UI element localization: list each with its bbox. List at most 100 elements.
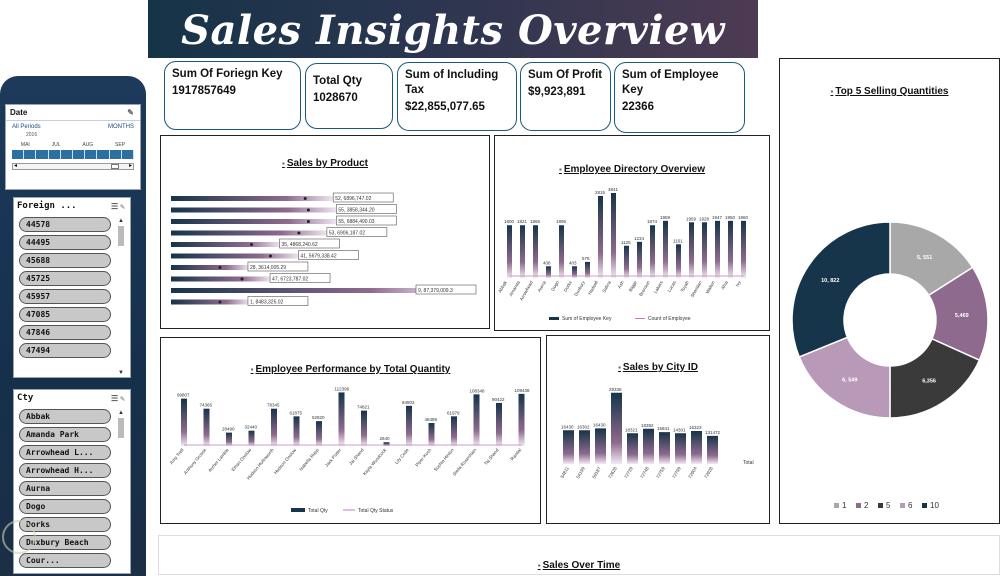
slicer-item[interactable]: Duxbury Beach — [19, 535, 111, 550]
bar — [171, 299, 250, 305]
bar — [624, 245, 629, 278]
foreign-slicer-title: Foreign ... — [17, 201, 77, 211]
x-tick-label: Stella Rosenhain — [452, 447, 478, 477]
scroll-thumb[interactable] — [118, 226, 124, 246]
scroll-thumb[interactable] — [111, 164, 119, 169]
kpi-value: 1028670 — [313, 92, 358, 104]
x-tick-label: Sophia Hinton — [433, 447, 455, 472]
legend-label: 6 — [908, 501, 913, 510]
granularity-dropdown[interactable]: MONTHS — [108, 124, 134, 130]
slicer-item[interactable]: 44495 — [19, 235, 111, 250]
slicer-item[interactable]: 45725 — [19, 271, 111, 286]
chart-title: Sales by City ID — [547, 362, 769, 373]
scroll-down-icon[interactable]: ▼ — [118, 370, 124, 376]
x-tick-label: Jai Shand — [348, 447, 365, 466]
x-tick-label: Lakers — [653, 279, 664, 294]
data-label: 84803 — [402, 400, 415, 405]
multi-select-icon[interactable]: ☰✎ — [111, 201, 127, 211]
timeline-bar[interactable] — [12, 150, 135, 159]
data-label: 35, 4868,240.62 — [282, 242, 318, 248]
slicer-item[interactable]: Cour... — [19, 553, 111, 568]
sales-by-product-chart[interactable]: Sales by Product 52, 6896,747.02 55, 3858… — [160, 135, 490, 329]
bar — [248, 430, 255, 446]
multi-select-icon[interactable]: ☰✎ — [111, 393, 127, 403]
sales-by-city-chart[interactable]: Sales by City ID 16430548111630254199164… — [546, 335, 770, 524]
slicer-item[interactable]: 47846 — [19, 325, 111, 340]
bar-marker — [303, 197, 307, 200]
x-tick-label: Hadsell — [587, 280, 599, 296]
slicer-item[interactable]: 45957 — [19, 289, 111, 304]
city-slicer[interactable]: Cty ☰✎ Abbak Amanda Park Arrowhead L... Arro… — [13, 389, 131, 574]
employee-performance-chart[interactable]: Employee Performance by Total Quantity 9… — [160, 337, 541, 524]
bar — [643, 428, 654, 464]
kpi-card-including-tax: Sum of Including Tax $22,855,077.65 — [397, 62, 517, 131]
kpi-value: 22366 — [622, 101, 654, 113]
scroll-left-icon[interactable]: ◂ — [14, 163, 18, 169]
data-label-box — [298, 250, 359, 260]
bar — [271, 408, 277, 446]
date-timeline-slicer[interactable]: Date ✎ All Periods MONTHS 2016 MAI JUL AUG S… — [5, 104, 141, 190]
all-periods-label: All Periods — [12, 124, 41, 130]
bar — [676, 244, 681, 278]
slicer-scrollbar[interactable]: ▲ ▼ — [118, 218, 126, 376]
bar-marker — [306, 208, 310, 212]
chart-title: Employee Performance by Total Quantity — [161, 364, 540, 375]
slice-label: 5,469 — [955, 313, 969, 319]
bar — [451, 416, 457, 446]
data-label: 61979 — [447, 410, 460, 415]
slicer-item[interactable]: Amanda Park — [19, 427, 111, 442]
slicer-item[interactable]: 45688 — [19, 253, 111, 268]
slicer-scrollbar[interactable]: ▲ — [118, 410, 126, 560]
employee-directory-chart[interactable]: Employee Directory Overview 1800 Abbak 182… — [494, 135, 770, 331]
scroll-up-icon[interactable]: ▲ — [118, 218, 124, 224]
bar — [637, 241, 642, 278]
data-label: 1821 — [517, 219, 528, 224]
x-tick-label: 72759 — [655, 466, 666, 480]
timeline-month-label[interactable]: SEP — [115, 142, 126, 148]
timeline-month-label[interactable]: JUL — [51, 142, 61, 148]
bar — [171, 276, 273, 282]
kpi-label: Sum of Employee Key — [622, 69, 719, 96]
clear-filter-icon[interactable]: ✎ — [127, 108, 136, 117]
slicer-item[interactable]: Aurna — [19, 481, 111, 496]
slicer-item[interactable]: Abbak — [19, 409, 111, 424]
bar — [406, 405, 412, 446]
slicer-item[interactable]: 44578 — [19, 217, 111, 232]
date-slicer-title: Date — [10, 108, 28, 117]
bar — [611, 392, 622, 464]
bar — [627, 433, 638, 464]
x-tick-label: Abbak — [497, 279, 508, 293]
bar — [338, 392, 345, 446]
bar — [171, 219, 339, 224]
scroll-right-icon[interactable]: ▸ — [128, 163, 132, 169]
timeline-month-label[interactable]: MAI — [20, 142, 30, 148]
slicer-item[interactable]: Dogo — [19, 499, 111, 514]
bar — [507, 225, 512, 278]
sales-over-time-chart[interactable]: Sales Over Time — [158, 535, 1000, 575]
timeline-month-label[interactable]: AUG — [82, 142, 94, 148]
bar — [203, 408, 210, 446]
scroll-thumb[interactable] — [118, 418, 124, 438]
x-tick-label: 72628 — [607, 466, 618, 480]
slicer-item[interactable]: Arrowhead H... — [19, 463, 111, 478]
x-tick-label: Sheridan — [690, 280, 704, 299]
kpi-label: Sum Of Profit — [528, 69, 603, 81]
legend-label: Total — [743, 460, 754, 466]
data-label: 3841 — [608, 187, 619, 192]
data-label: 16323 — [689, 425, 702, 430]
data-label: 1895 — [556, 219, 567, 224]
bar — [707, 435, 718, 464]
data-label: 74821 — [357, 405, 370, 410]
foreign-key-slicer[interactable]: Foreign ... ☰✎ 44578 44495 45688 45725 45957 4… — [13, 197, 131, 378]
data-label: 1, 8483,325.02 — [250, 300, 284, 306]
data-label: 2640 — [380, 436, 391, 441]
slicer-item[interactable]: Arrowhead L... — [19, 445, 111, 460]
timeline-scrollbar[interactable]: ◂ ▸ — [12, 163, 134, 170]
slicer-item[interactable]: 47494 — [19, 343, 111, 358]
slicer-item[interactable]: 47085 — [19, 307, 111, 322]
bar — [171, 207, 339, 213]
slicer-item[interactable]: Dorks — [19, 517, 111, 532]
top5-selling-chart[interactable]: Top 5 Selling Quantities 5, 551 5,469 6,35… — [779, 58, 1000, 524]
scroll-up-icon[interactable]: ▲ — [118, 410, 124, 416]
bar — [563, 430, 574, 464]
